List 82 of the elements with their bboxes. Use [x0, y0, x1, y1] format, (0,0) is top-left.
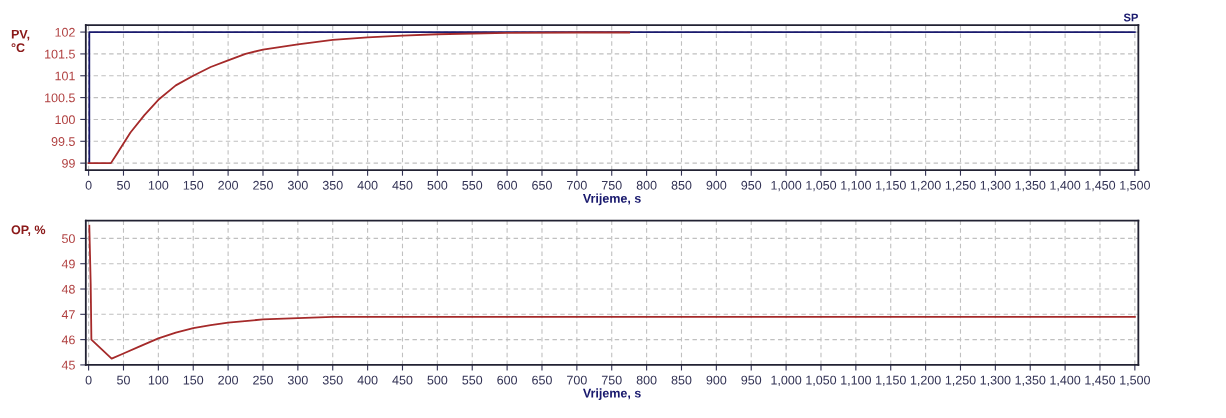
y-tick-label: 99.5 — [51, 137, 75, 146]
x-tick-label: 250 — [253, 180, 273, 190]
y-tick-label: 102 — [55, 27, 75, 37]
x-tick-label: 1,200 — [910, 375, 941, 386]
x-tick-label: 600 — [497, 180, 518, 190]
x-tick-label: 1,100 — [841, 375, 872, 386]
x-tick-label: 200 — [218, 180, 239, 190]
x-tick-label: 150 — [183, 375, 204, 385]
y-tick-label: 49 — [61, 259, 75, 269]
x-tick-label: 500 — [427, 375, 448, 385]
y-tick-label: 50 — [62, 234, 75, 244]
x-tick-label: 400 — [357, 180, 378, 190]
x-tick-label: 1,350 — [1015, 180, 1046, 192]
x-tick-label: 1,050 — [806, 180, 837, 192]
x-tick-label: 150 — [183, 180, 204, 190]
x-tick-label: 900 — [706, 180, 727, 190]
x-tick-label: 1,350 — [1015, 375, 1046, 386]
y-tick-label: 99 — [62, 158, 75, 168]
x-tick-label: 500 — [427, 180, 448, 190]
x-tick-label: 1,400 — [1050, 180, 1081, 192]
x-tick-label: 0 — [85, 375, 92, 385]
x-tick-label: 450 — [392, 180, 413, 190]
x-tick-label: 1,150 — [876, 375, 906, 386]
x-tick-label: 350 — [322, 180, 343, 190]
x-tick-label: 1,450 — [1085, 180, 1116, 192]
x-tick-label: 50 — [117, 180, 130, 190]
x-tick-label: 1,500 — [1120, 180, 1151, 192]
x-tick-label: 1,500 — [1120, 375, 1151, 386]
x-tick-label: 700 — [567, 375, 587, 385]
x-axis-title: Vrijeme, s — [582, 193, 641, 206]
x-tick-label: 450 — [392, 375, 413, 385]
x-tick-label: 100 — [148, 375, 169, 385]
x-tick-label: 1,450 — [1085, 375, 1116, 386]
x-tick-label: 100 — [148, 180, 169, 190]
y-tick-label: 45 — [61, 360, 75, 370]
x-tick-label: 200 — [218, 375, 239, 385]
x-tick-label: 300 — [287, 375, 308, 385]
y-tick-label: 100.5 — [45, 93, 75, 103]
line-series — [87, 31, 631, 165]
x-tick-label: 1,300 — [980, 375, 1011, 386]
x-tick-label: 1,250 — [945, 375, 976, 386]
x-tick-label: 850 — [671, 180, 692, 190]
y-tick-label: 100 — [55, 115, 75, 125]
x-tick-label: 950 — [741, 180, 762, 190]
x-tick-label: 350 — [322, 375, 343, 385]
y-tick-label: 101.5 — [45, 49, 75, 59]
y-axis-title: OP, % — [11, 225, 46, 237]
x-tick-label: 600 — [497, 375, 518, 385]
y-tick-label: 47 — [61, 310, 75, 319]
x-tick-label: 650 — [532, 180, 552, 190]
y-tick-label: 46 — [61, 335, 75, 345]
y-axis-title: PV, °C — [11, 29, 30, 53]
line-series — [88, 224, 1136, 360]
x-tick-label: 700 — [567, 180, 587, 190]
x-tick-label: 800 — [636, 180, 657, 190]
x-tick-label: 0 — [85, 180, 92, 190]
x-axis-title: Vrijeme, s — [582, 388, 641, 401]
x-tick-label: 850 — [671, 375, 692, 385]
x-tick-label: 650 — [532, 375, 552, 385]
x-tick-label: 1,250 — [945, 180, 976, 192]
x-tick-label: 1,400 — [1050, 375, 1081, 386]
x-tick-label: 300 — [287, 180, 308, 190]
x-tick-label: 950 — [741, 375, 762, 385]
x-tick-label: 550 — [462, 375, 483, 385]
x-tick-label: 1,200 — [910, 180, 941, 192]
x-tick-label: 900 — [706, 375, 727, 385]
x-tick-label: 750 — [601, 375, 622, 385]
x-tick-label: 1,100 — [841, 180, 872, 192]
y-tick-label: 101 — [55, 71, 75, 81]
x-tick-label: 1,300 — [980, 180, 1011, 192]
x-tick-label: 750 — [601, 180, 622, 190]
x-tick-label: 1,000 — [771, 180, 802, 192]
x-tick-label: 550 — [462, 180, 483, 190]
x-tick-label: 400 — [357, 375, 378, 385]
x-tick-label: 1,000 — [771, 375, 802, 386]
x-tick-label: 1,150 — [876, 180, 906, 192]
x-tick-label: 1,050 — [806, 375, 837, 386]
series-label: SP — [1123, 13, 1138, 22]
x-tick-label: 250 — [253, 375, 273, 385]
x-tick-label: 800 — [636, 375, 657, 385]
y-tick-label: 48 — [61, 284, 75, 294]
x-tick-label: 50 — [117, 375, 130, 385]
